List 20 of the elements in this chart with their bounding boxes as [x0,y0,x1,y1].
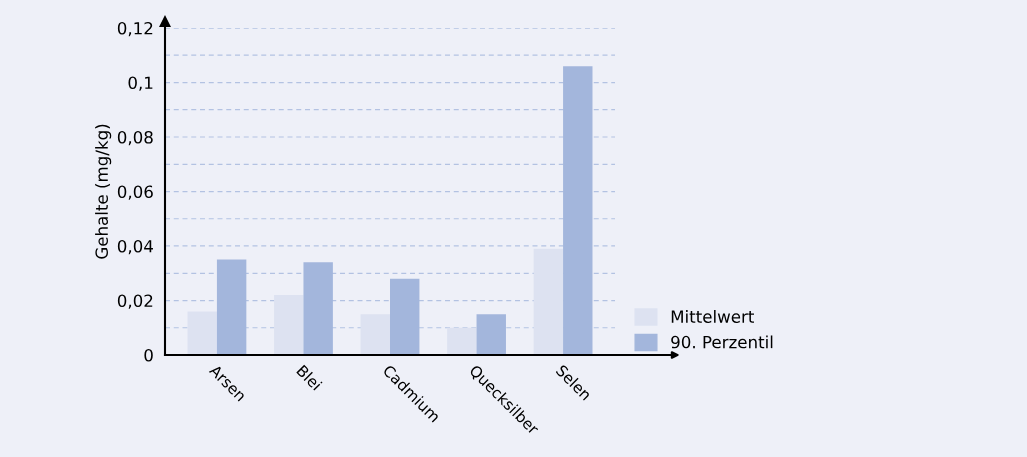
bar [216,259,247,355]
bar [390,278,420,355]
bar [274,295,304,355]
bar [476,314,506,355]
y-tick-label: 0,04 [117,239,153,255]
bar [360,314,390,355]
y-tick-label: 0,06 [117,185,153,200]
y-tick-label: 0,02 [117,294,153,309]
y-tick-label: 0 [144,348,153,362]
y-tick-label: 0,12 [117,21,153,37]
y-tick-label: 0,08 [117,130,153,146]
y-axis-title: Gehalte (mg/kg) [95,124,112,259]
bar [187,311,217,355]
legend-label: 90. Perzentil [671,335,773,349]
legend-label: Mittelwert [671,310,754,323]
bar [533,248,564,355]
y-tick-label: 0,1 [128,76,153,91]
bar [563,66,593,355]
bar [447,327,477,355]
bar [303,262,333,355]
